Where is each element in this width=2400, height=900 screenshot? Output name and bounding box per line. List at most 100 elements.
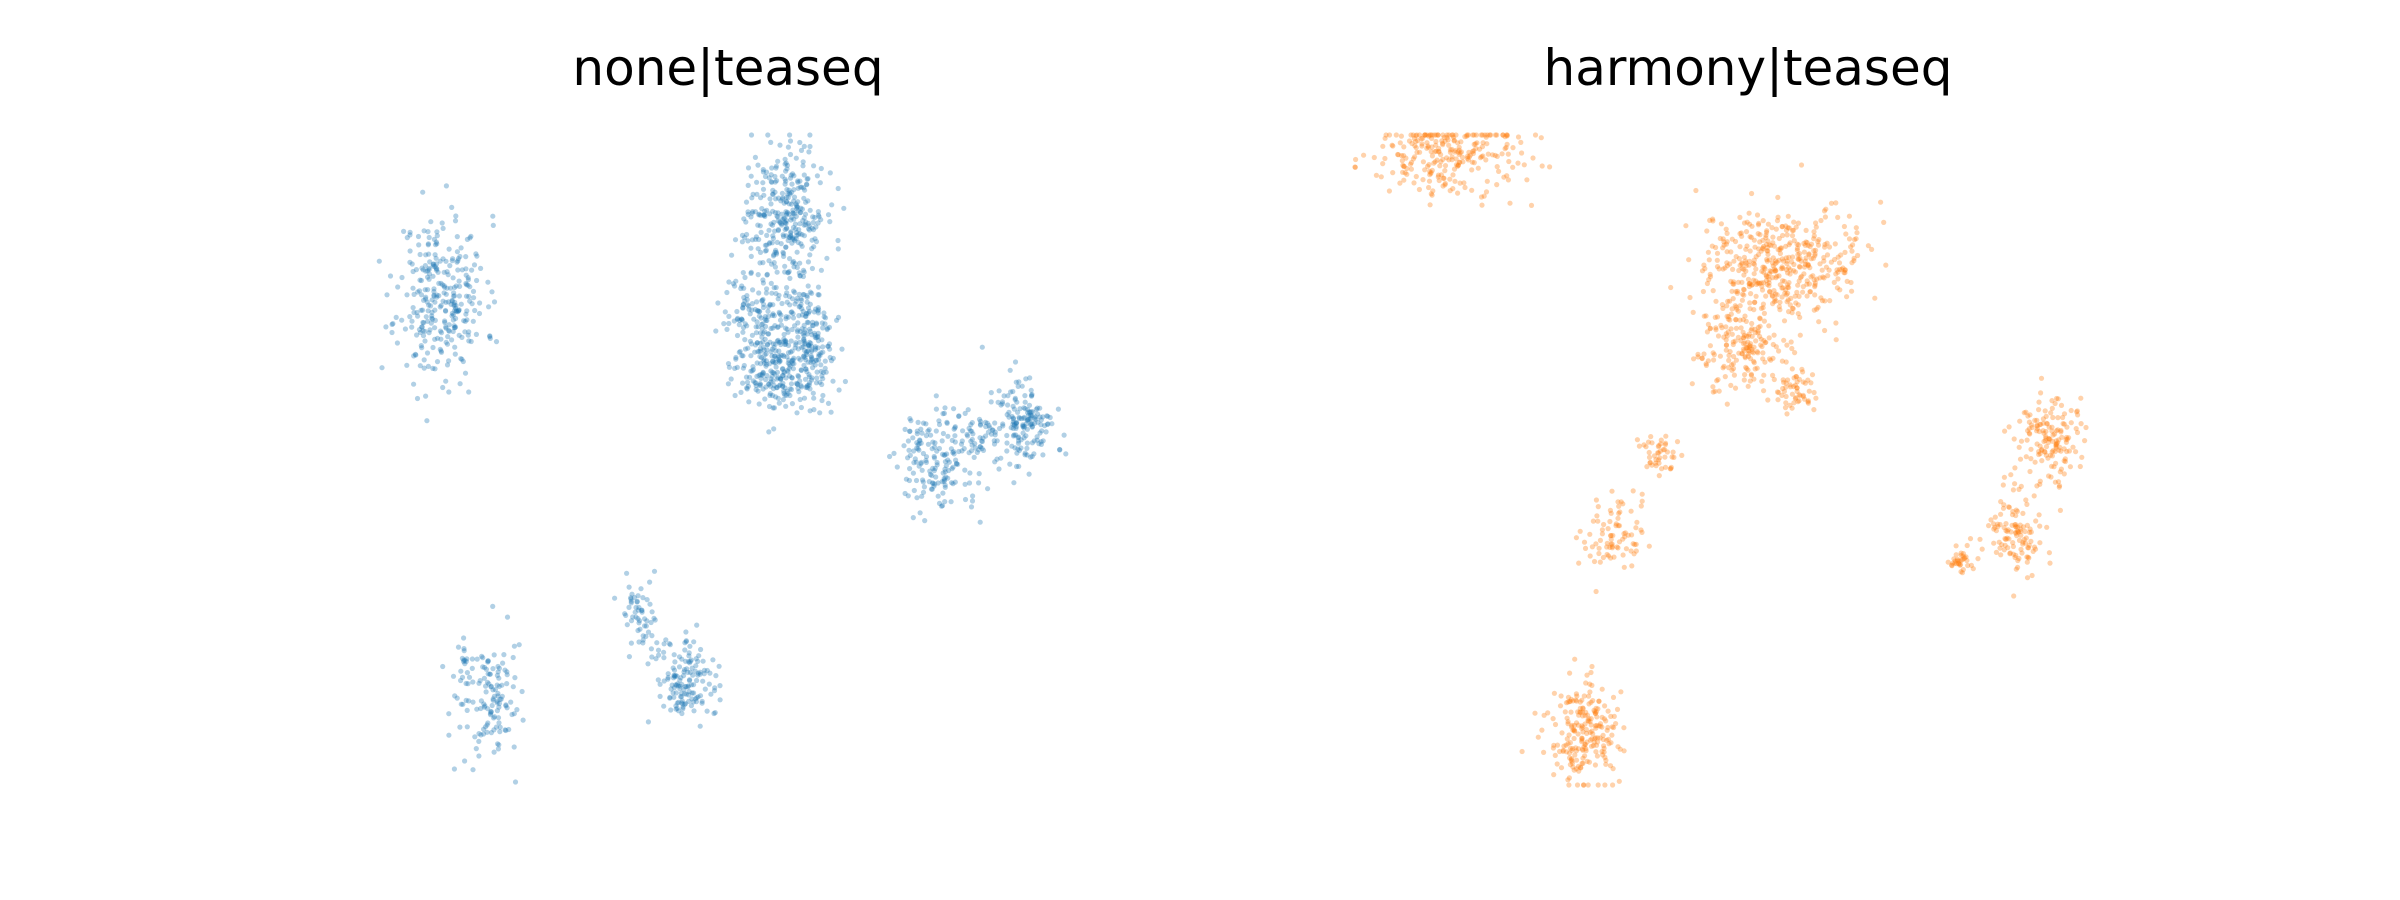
- scatter-point: [1595, 782, 1601, 788]
- scatter-point: [942, 452, 948, 458]
- scatter-point: [636, 639, 642, 645]
- scatter-point: [787, 256, 793, 262]
- scatter-point: [1016, 447, 1023, 453]
- scatter-point: [784, 209, 791, 215]
- scatter-point: [1766, 257, 1772, 263]
- scatter-point: [452, 299, 458, 305]
- scatter-point: [1952, 558, 1958, 564]
- scatter-point: [768, 379, 774, 385]
- scatter-point: [1386, 132, 1393, 138]
- scatter-point: [801, 215, 807, 221]
- scatter-point: [1945, 559, 1951, 565]
- scatter-point: [1607, 507, 1613, 513]
- scatter-point: [940, 411, 946, 417]
- scatter-point: [1608, 510, 1614, 516]
- scatter-point: [1618, 689, 1624, 695]
- scatter-point: [1450, 186, 1456, 192]
- scatter-point: [964, 431, 970, 438]
- scatter-point: [451, 293, 458, 299]
- scatter-point: [992, 459, 998, 465]
- scatter-point: [649, 654, 655, 660]
- scatter-point: [1004, 432, 1010, 439]
- scatter-point: [805, 310, 812, 316]
- scatter-point: [977, 444, 983, 450]
- scatter-point: [919, 467, 925, 473]
- scatter-point: [813, 357, 820, 363]
- scatter-point: [511, 744, 517, 750]
- scatter-point: [771, 370, 777, 376]
- scatter-point: [1653, 463, 1659, 469]
- scatter-point: [768, 221, 774, 227]
- scatter-point: [1024, 426, 1030, 432]
- scatter-point: [470, 767, 476, 773]
- scatter-point: [674, 705, 680, 711]
- scatter-point: [815, 338, 822, 344]
- scatter-point: [725, 361, 732, 367]
- scatter-point: [690, 672, 696, 678]
- scatter-point: [745, 182, 751, 188]
- scatter-point: [1573, 720, 1580, 726]
- scatter-point: [423, 393, 429, 399]
- scatter-point: [425, 242, 431, 248]
- scatter-point: [485, 671, 491, 677]
- scatter-point: [644, 618, 650, 624]
- scatter-point: [1779, 392, 1785, 398]
- scatter-point: [1565, 699, 1571, 705]
- scatter-point: [755, 246, 761, 252]
- scatter-point: [928, 486, 935, 492]
- scatter-point: [1779, 224, 1785, 230]
- scatter-point: [1563, 742, 1569, 748]
- scatter-point: [1455, 162, 1461, 168]
- scatter-point: [424, 318, 431, 324]
- scatter-point: [487, 333, 493, 339]
- scatter-point: [795, 208, 801, 214]
- scatter-point: [469, 301, 475, 307]
- scatter-point: [764, 342, 771, 348]
- scatter-point: [798, 367, 804, 373]
- scatter-point: [782, 176, 788, 182]
- scatter-point: [504, 672, 510, 678]
- scatter-point: [1956, 560, 1962, 567]
- scatter-point: [455, 256, 462, 262]
- scatter-point: [1574, 782, 1581, 788]
- scatter-point: [496, 704, 502, 710]
- scatter-point: [747, 374, 753, 380]
- scatter-point: [777, 142, 783, 148]
- scatter-point: [785, 390, 791, 396]
- scatter-point: [1721, 363, 1727, 369]
- scatter-point: [1022, 399, 1028, 405]
- scatter-point: [782, 161, 788, 167]
- scatter-point: [460, 701, 466, 707]
- scatter-point: [1389, 142, 1395, 148]
- scatter-point: [1797, 251, 1803, 257]
- scatter-point: [655, 677, 661, 683]
- scatter-point: [1440, 140, 1446, 146]
- scatter-point: [815, 284, 822, 290]
- scatter-point: [1441, 175, 1447, 181]
- scatter-point: [1010, 419, 1016, 425]
- scatter-point: [1561, 743, 1567, 749]
- scatter-point: [2012, 481, 2018, 487]
- scatter-point: [1738, 325, 1744, 331]
- scatter-point: [2000, 505, 2007, 511]
- scatter-point: [737, 348, 743, 355]
- scatter-point: [815, 212, 822, 218]
- scatter-point: [737, 317, 743, 323]
- scatter-point: [920, 450, 927, 457]
- scatter-point: [1783, 384, 1789, 390]
- scatter-point: [797, 184, 803, 190]
- scatter-point: [1841, 223, 1847, 230]
- scatter-point: [1631, 551, 1637, 557]
- scatter-point: [787, 191, 793, 197]
- scatter-point: [783, 339, 789, 345]
- scatter-point: [764, 341, 771, 347]
- scatter-point: [1435, 132, 1441, 138]
- scatter-point: [906, 447, 912, 453]
- scatter-point: [1791, 219, 1797, 225]
- scatter-point: [902, 490, 908, 497]
- scatter-point: [812, 236, 818, 242]
- scatter-point: [1538, 135, 1544, 141]
- scatter-point: [1975, 556, 1981, 562]
- scatter-point: [428, 219, 434, 225]
- scatter-point: [2036, 399, 2042, 405]
